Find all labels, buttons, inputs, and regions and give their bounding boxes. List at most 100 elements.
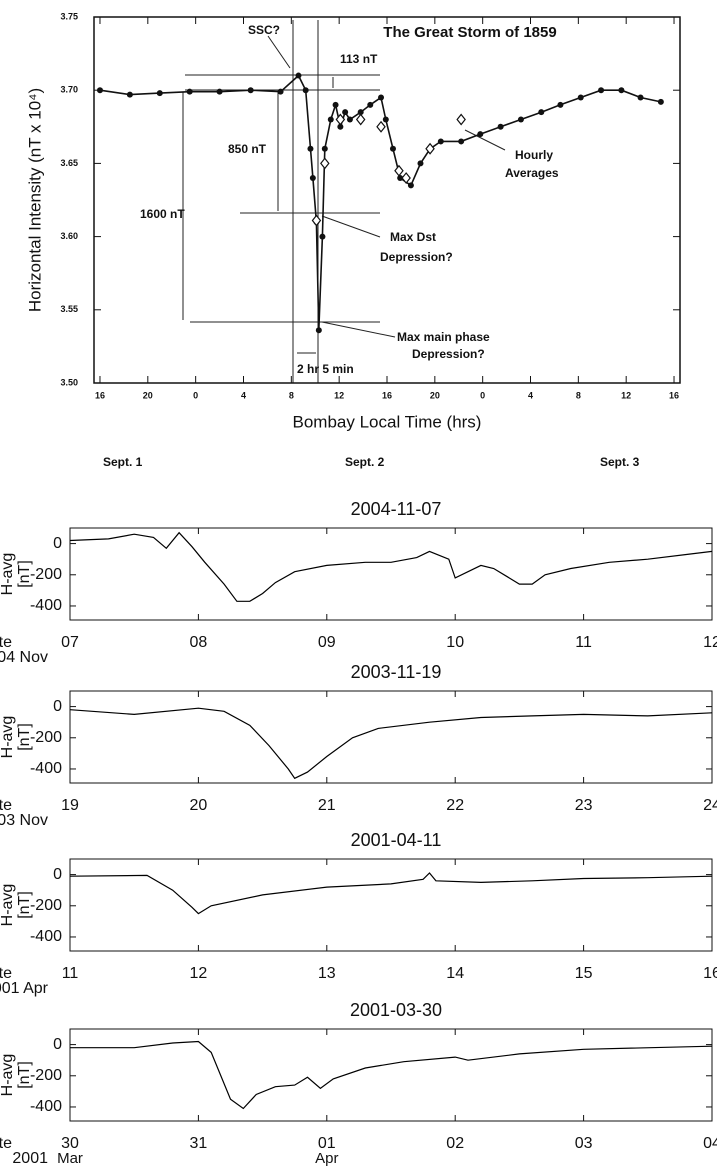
x-tick-label: 0: [480, 390, 485, 400]
data-point: [346, 116, 353, 123]
data-point: [497, 123, 504, 130]
x-tick-label: 15: [575, 965, 593, 982]
y-tick-label: 3.50: [60, 377, 78, 387]
annotation: 1600 nT: [140, 207, 185, 221]
y-axis-label: H-avg: [0, 716, 16, 759]
data-point: [321, 145, 328, 152]
data-line: [70, 1040, 713, 1110]
x-tick-label: 16: [382, 390, 392, 400]
x-tick-label: 20: [143, 390, 153, 400]
data-point: [186, 88, 193, 95]
x-tick-label: 07: [61, 634, 79, 651]
x-tick-label: 16: [95, 390, 105, 400]
data-point: [382, 116, 389, 123]
data-point: [637, 94, 644, 101]
y-axis-label: H-avg: [0, 884, 16, 927]
data-point: [538, 109, 545, 116]
x-tick-label: 21: [318, 797, 336, 814]
y-tick-label: -200: [30, 1067, 62, 1084]
annotation: Depression?: [412, 347, 485, 361]
y-tick-label: -400: [30, 760, 62, 777]
x-tick-label: 8: [576, 390, 581, 400]
y-tick-label: 3.70: [60, 85, 78, 95]
y-axis-label: Horizontal Intensity (nT x 10⁴): [25, 88, 44, 312]
x-tick-label: 22: [446, 797, 464, 814]
y-axis-label: [nT]: [16, 723, 33, 751]
data-point: [456, 113, 466, 126]
data-point: [277, 88, 284, 95]
data-line: [69, 707, 713, 780]
data-line: [69, 531, 713, 602]
x-tick-label: 12: [190, 965, 208, 982]
y-tick-label: 0: [53, 866, 62, 883]
data-point: [319, 233, 326, 240]
data-point: [367, 101, 374, 108]
data-point: [307, 145, 314, 152]
plot-frame: [69, 690, 713, 784]
day-label: Sept. 1: [103, 455, 143, 469]
x-tick-label: 23: [575, 797, 593, 814]
data-point: [315, 327, 322, 334]
data-point: [309, 175, 316, 182]
annotation-pointer: [321, 321, 396, 338]
data-point: [247, 87, 254, 94]
y-tick-label: 3.65: [60, 158, 78, 168]
x-tick-label: 8: [289, 390, 294, 400]
data-point: [394, 164, 404, 177]
annotation: Averages: [505, 166, 559, 180]
x-tick-sublabel: Apr: [315, 1150, 338, 1167]
x-axis-label: 2001: [12, 1150, 48, 1167]
x-axis-label: 2003 Nov: [0, 812, 48, 829]
chart-title: 2001-03-30: [350, 1000, 442, 1020]
x-tick-label: 0: [193, 390, 198, 400]
y-tick-label: 0: [53, 535, 62, 552]
plot-frame: [69, 1028, 713, 1122]
x-tick-label: 19: [61, 797, 79, 814]
data-point: [320, 157, 330, 170]
data-point: [156, 90, 163, 97]
data-point: [477, 131, 484, 138]
annotation: Max Dst: [390, 230, 436, 244]
data-point: [342, 109, 349, 116]
data-point: [517, 116, 524, 123]
annotation: 113 nT: [340, 52, 378, 66]
data-point: [397, 175, 404, 182]
y-tick-label: 0: [53, 698, 62, 715]
annotation-pointer: [321, 215, 381, 238]
data-point: [311, 214, 322, 227]
plot-frame: [69, 527, 713, 621]
data-point: [407, 182, 414, 189]
x-tick-label: 11: [575, 634, 592, 651]
x-tick-label: 11: [62, 965, 79, 982]
y-axis-label: H-avg: [0, 553, 16, 596]
x-tick-label: 08: [190, 634, 208, 651]
data-point: [327, 116, 334, 123]
y-tick-label: -200: [30, 897, 62, 914]
annotation: 850 nT: [228, 142, 267, 156]
annotation-pointer: [464, 129, 506, 151]
chart-title: 2001-04-11: [351, 830, 442, 850]
x-tick-label: 20: [190, 797, 208, 814]
data-point: [618, 87, 625, 94]
annotation: SSC?: [248, 23, 280, 37]
y-tick-label: -200: [30, 566, 62, 583]
x-tick-label: 24: [703, 797, 717, 814]
day-label: Sept. 2: [345, 455, 385, 469]
data-point: [577, 94, 584, 101]
x-tick-label: 03: [575, 1135, 593, 1152]
y-tick-label: -200: [30, 729, 62, 746]
data-point: [437, 138, 444, 145]
x-tick-sublabel: Mar: [57, 1150, 83, 1167]
x-tick-label: 31: [190, 1135, 208, 1152]
data-point: [376, 120, 386, 133]
x-axis-label: Date: [0, 1135, 12, 1152]
annotation: Max main phase: [397, 330, 490, 344]
data-point: [458, 138, 465, 145]
annotation: Depression?: [380, 250, 453, 264]
x-tick-label: 01: [318, 1135, 336, 1152]
x-axis-label: Date: [0, 634, 12, 651]
y-tick-label: 3.55: [60, 304, 78, 314]
y-tick-label: 3.75: [60, 11, 78, 21]
data-point: [357, 109, 364, 116]
